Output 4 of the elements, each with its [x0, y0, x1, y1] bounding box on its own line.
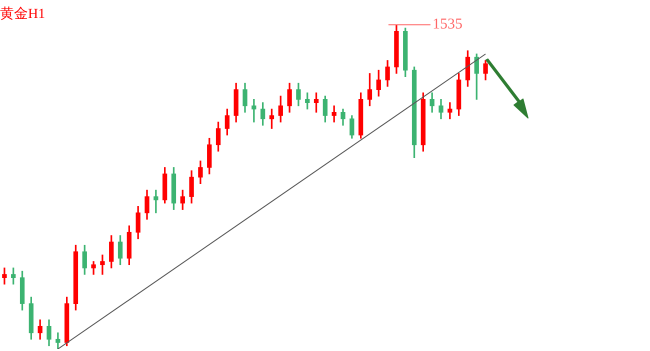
candlestick — [2, 268, 7, 284]
candlestick — [100, 254, 105, 275]
annotation: 1535 — [432, 16, 462, 33]
chart-title: 黄金H1 — [0, 6, 46, 22]
